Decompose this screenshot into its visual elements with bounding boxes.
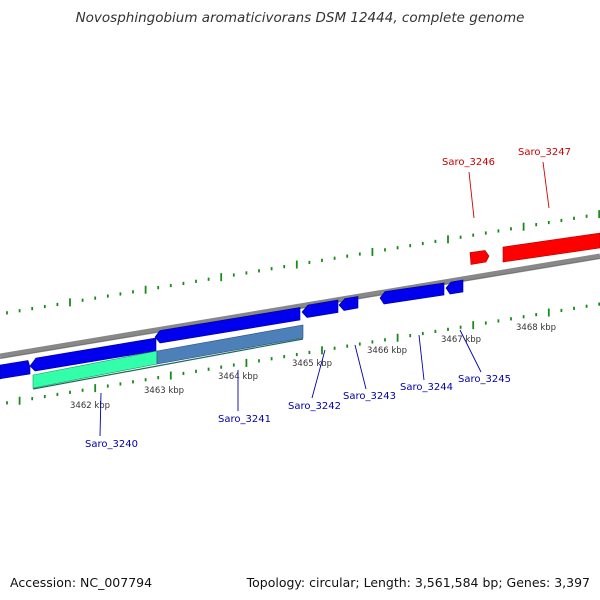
gene-saro-3244-arrow[interactable]	[338, 296, 359, 311]
gene-saro-3240-arrow[interactable]	[0, 360, 31, 380]
gene-saro-3241-arrow[interactable]	[29, 337, 157, 372]
scale-label: 3466 kbp	[367, 346, 407, 356]
gene-saro-3243-arrow[interactable]	[301, 299, 339, 318]
gene-label[interactable]: Saro_3246	[442, 157, 495, 168]
genome-backbone	[0, 253, 600, 359]
gene-saro-3246-arrow[interactable]	[469, 250, 490, 265]
scale-label: 3467 kbp	[441, 335, 481, 345]
gene-label[interactable]: Saro_3247	[518, 147, 571, 158]
gene-label[interactable]: Saro_3245	[458, 374, 511, 385]
gene-saro-3242-arrow[interactable]	[154, 307, 301, 344]
gene-leader-line	[468, 171, 475, 219]
gene-leader-line	[354, 344, 367, 390]
lower-tick-ruler	[6, 302, 600, 405]
gene-leader-line	[99, 392, 102, 437]
highlight-region-shadow	[32, 338, 304, 390]
gene-label[interactable]: Saro_3243	[343, 391, 396, 402]
gene-label[interactable]: Saro_3242	[288, 401, 341, 412]
scale-label: 3462 kbp	[70, 401, 110, 411]
gene-saro-3245b-arrow[interactable]	[445, 279, 464, 295]
scale-label: 3468 kbp	[516, 323, 556, 333]
genome-summary: Topology: circular; Length: 3,561,584 bp…	[246, 575, 590, 590]
gene-label[interactable]: Saro_3244	[400, 382, 453, 393]
highlight-region-steel	[156, 324, 304, 365]
gene-saro-3247-arrow[interactable]	[502, 232, 600, 263]
gene-leader-line	[542, 161, 550, 209]
gene-label[interactable]: Saro_3241	[218, 414, 271, 425]
upper-tick-ruler	[6, 210, 600, 315]
gene-saro-3245a-arrow[interactable]	[379, 282, 445, 305]
gene-label[interactable]: Saro_3240	[85, 439, 138, 450]
scale-label: 3463 kbp	[144, 386, 184, 396]
gene-leader-line	[311, 349, 326, 399]
map-title: Novosphingobium aromaticivorans DSM 1244…	[75, 10, 525, 26]
gene-leader-line	[459, 329, 482, 373]
gene-leader-line	[418, 334, 425, 381]
accession-label: Accession: NC_007794	[10, 575, 153, 590]
scale-label: 3465 kbp	[292, 359, 332, 369]
